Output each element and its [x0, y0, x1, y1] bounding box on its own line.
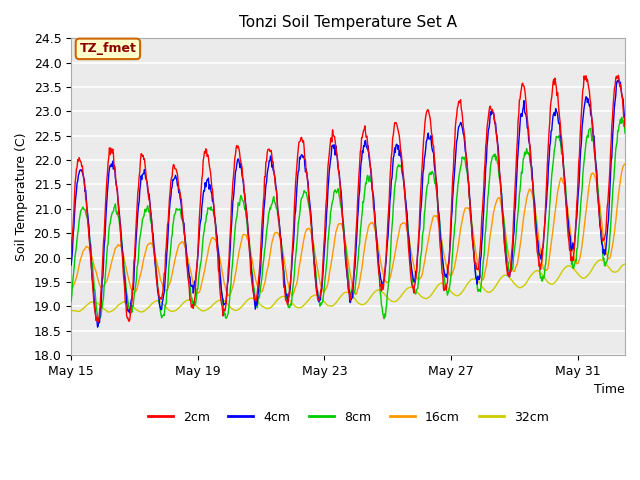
X-axis label: Time: Time [595, 384, 625, 396]
Y-axis label: Soil Temperature (C): Soil Temperature (C) [15, 132, 28, 261]
Text: TZ_fmet: TZ_fmet [79, 42, 136, 55]
Legend: 2cm, 4cm, 8cm, 16cm, 32cm: 2cm, 4cm, 8cm, 16cm, 32cm [143, 406, 554, 429]
Title: Tonzi Soil Temperature Set A: Tonzi Soil Temperature Set A [239, 15, 457, 30]
